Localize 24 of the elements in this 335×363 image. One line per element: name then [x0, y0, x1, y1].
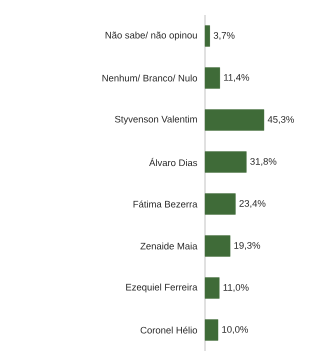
bar	[204, 277, 220, 299]
bar	[204, 109, 264, 131]
y-tick-label: Álvaro Dias	[149, 158, 198, 166]
y-tick-label: Ezequiel Ferreira	[126, 284, 198, 292]
y-tick-label: Nenhum/ Branco/ Nulo	[102, 74, 198, 82]
y-tick-label: Fátima Bezerra	[134, 200, 198, 208]
data-label: 10,0%	[222, 326, 248, 334]
y-tick-label: Styvenson Valentim	[114, 116, 197, 124]
bar	[204, 151, 247, 173]
data-label: 3,7%	[214, 32, 235, 40]
y-tick-label: Zenaide Maia	[140, 242, 198, 250]
bar	[204, 319, 218, 341]
bar	[204, 193, 236, 215]
bar	[204, 25, 210, 47]
data-label: 19,3%	[234, 242, 260, 250]
y-tick-label: Coronel Hélio	[140, 326, 198, 334]
bar	[204, 235, 230, 257]
data-label: 31,8%	[250, 158, 276, 166]
y-tick-label: Não sabe/ não opinou	[106, 32, 197, 40]
data-label: 23,4%	[239, 200, 266, 208]
data-label: 11,0%	[224, 284, 249, 292]
bar	[204, 67, 220, 89]
data-label: 11,4%	[224, 74, 250, 82]
data-label: 45,3%	[268, 116, 294, 124]
